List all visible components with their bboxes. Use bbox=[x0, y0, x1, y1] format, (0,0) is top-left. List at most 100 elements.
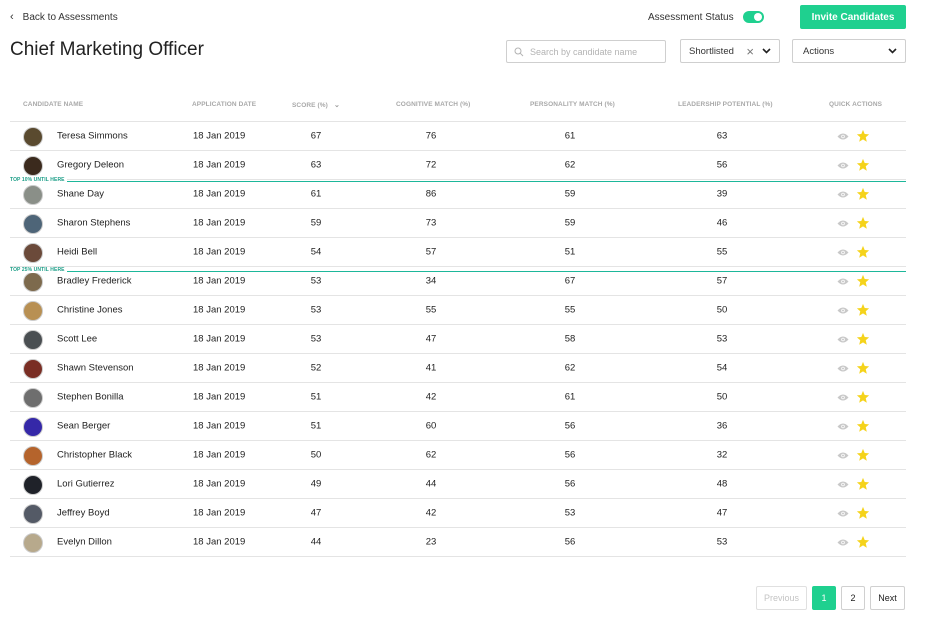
candidates-table: CANDIDATE NAME APPLICATION DATE SCORE (%… bbox=[10, 93, 906, 557]
eye-icon[interactable] bbox=[837, 364, 849, 373]
cognitive-match-value: 76 bbox=[425, 130, 437, 142]
table-row[interactable]: Sean Berger 18 Jan 2019 51 60 56 36 bbox=[10, 412, 906, 441]
actions-dropdown[interactable]: Actions bbox=[792, 39, 906, 63]
score-value: 53 bbox=[310, 275, 322, 287]
table-row[interactable]: Jeffrey Boyd 18 Jan 2019 47 42 53 47 bbox=[10, 499, 906, 528]
table-row[interactable]: Evelyn Dillon 18 Jan 2019 44 23 56 53 bbox=[10, 528, 906, 557]
eye-icon[interactable] bbox=[837, 538, 849, 547]
eye-icon[interactable] bbox=[837, 480, 849, 489]
score-value: 44 bbox=[310, 536, 322, 548]
eye-icon[interactable] bbox=[837, 132, 849, 141]
star-icon[interactable] bbox=[856, 506, 870, 520]
next-page-button[interactable]: Next bbox=[870, 586, 905, 610]
page-2-button[interactable]: 2 bbox=[841, 586, 865, 610]
star-icon[interactable] bbox=[856, 448, 870, 462]
table-row[interactable]: Scott Lee 18 Jan 2019 53 47 58 53 bbox=[10, 325, 906, 354]
page-1-button[interactable]: 1 bbox=[812, 586, 836, 610]
back-to-assessments-link[interactable]: ‹ Back to Assessments bbox=[10, 11, 118, 23]
invite-candidates-button[interactable]: Invite Candidates bbox=[800, 5, 906, 29]
personality-match-value: 62 bbox=[564, 159, 576, 171]
table-row[interactable]: Lori Gutierrez 18 Jan 2019 49 44 56 48 bbox=[10, 470, 906, 499]
leadership-potential-value: 46 bbox=[716, 217, 728, 229]
candidate-name[interactable]: Stephen Bonilla bbox=[57, 391, 124, 403]
search-input[interactable] bbox=[530, 46, 658, 57]
candidate-name[interactable]: Teresa Simmons bbox=[57, 130, 128, 142]
eye-icon[interactable] bbox=[837, 277, 849, 286]
candidate-name[interactable]: Jeffrey Boyd bbox=[57, 507, 110, 519]
column-header-date: APPLICATION DATE bbox=[192, 101, 257, 108]
score-value: 61 bbox=[310, 188, 322, 200]
table-row[interactable]: Shane Day 18 Jan 2019 61 86 59 39 bbox=[10, 180, 906, 209]
eye-icon[interactable] bbox=[837, 509, 849, 518]
candidate-name[interactable]: Christine Jones bbox=[57, 304, 123, 316]
table-row[interactable]: Sharon Stephens 18 Jan 2019 59 73 59 46 bbox=[10, 209, 906, 238]
candidate-name[interactable]: Bradley Frederick bbox=[57, 275, 132, 287]
star-icon[interactable] bbox=[856, 129, 870, 143]
table-row[interactable]: Teresa Simmons 18 Jan 2019 67 76 61 63 bbox=[10, 122, 906, 151]
score-value: 49 bbox=[310, 478, 322, 490]
application-date: 18 Jan 2019 bbox=[193, 536, 246, 548]
cognitive-match-value: 42 bbox=[425, 507, 437, 519]
star-icon[interactable] bbox=[856, 477, 870, 491]
table-row[interactable]: Christine Jones 18 Jan 2019 53 55 55 50 bbox=[10, 296, 906, 325]
tier-label: TOP 25% UNTIL HERE bbox=[10, 267, 67, 273]
score-value: 53 bbox=[310, 333, 322, 345]
personality-match-value: 59 bbox=[564, 217, 576, 229]
table-row[interactable]: Shawn Stevenson 18 Jan 2019 52 41 62 54 bbox=[10, 354, 906, 383]
candidate-search[interactable] bbox=[506, 40, 666, 63]
star-icon[interactable] bbox=[856, 535, 870, 549]
star-icon[interactable] bbox=[856, 216, 870, 230]
status-filter-select[interactable]: Shortlisted × bbox=[680, 39, 780, 63]
star-icon[interactable] bbox=[856, 303, 870, 317]
cognitive-match-value: 55 bbox=[425, 304, 437, 316]
eye-icon[interactable] bbox=[837, 219, 849, 228]
eye-icon[interactable] bbox=[837, 190, 849, 199]
avatar bbox=[23, 301, 43, 321]
eye-icon[interactable] bbox=[837, 161, 849, 170]
star-icon[interactable] bbox=[856, 390, 870, 404]
star-icon[interactable] bbox=[856, 274, 870, 288]
cognitive-match-value: 73 bbox=[425, 217, 437, 229]
candidate-name[interactable]: Heidi Bell bbox=[57, 246, 98, 258]
candidate-name[interactable]: Sean Berger bbox=[57, 420, 111, 432]
candidate-name[interactable]: Scott Lee bbox=[57, 333, 98, 345]
candidate-name[interactable]: Shane Day bbox=[57, 188, 105, 200]
candidate-name[interactable]: Lori Gutierrez bbox=[57, 478, 115, 490]
eye-icon[interactable] bbox=[837, 451, 849, 460]
assessment-status: Assessment Status bbox=[648, 11, 764, 23]
column-header-score[interactable]: SCORE (%) ⌄ bbox=[292, 101, 340, 109]
candidate-name[interactable]: Shawn Stevenson bbox=[57, 362, 134, 374]
star-icon[interactable] bbox=[856, 332, 870, 346]
search-icon bbox=[514, 47, 524, 56]
candidate-name[interactable]: Evelyn Dillon bbox=[57, 536, 112, 548]
star-icon[interactable] bbox=[856, 419, 870, 433]
candidate-name[interactable]: Gregory Deleon bbox=[57, 159, 125, 171]
star-icon[interactable] bbox=[856, 158, 870, 172]
table-row[interactable]: Stephen Bonilla 18 Jan 2019 51 42 61 50 bbox=[10, 383, 906, 412]
chevron-left-icon: ‹ bbox=[10, 11, 14, 23]
table-row[interactable]: Bradley Frederick 18 Jan 2019 53 34 67 57 bbox=[10, 267, 906, 296]
table-row[interactable]: Heidi Bell 18 Jan 2019 54 57 51 55 bbox=[10, 238, 906, 267]
star-icon[interactable] bbox=[856, 187, 870, 201]
candidate-name[interactable]: Sharon Stephens bbox=[57, 217, 131, 229]
star-icon[interactable] bbox=[856, 245, 870, 259]
star-icon[interactable] bbox=[856, 361, 870, 375]
avatar bbox=[23, 330, 43, 350]
eye-icon[interactable] bbox=[837, 422, 849, 431]
clear-icon[interactable]: × bbox=[746, 43, 754, 59]
personality-match-value: 55 bbox=[564, 304, 576, 316]
assessment-status-toggle[interactable] bbox=[742, 11, 764, 23]
eye-icon[interactable] bbox=[837, 306, 849, 315]
candidate-name[interactable]: Christopher Black bbox=[57, 449, 132, 461]
eye-icon[interactable] bbox=[837, 248, 849, 257]
table-row[interactable]: Gregory Deleon 18 Jan 2019 63 72 62 56 bbox=[10, 151, 906, 180]
score-value: 52 bbox=[310, 362, 322, 374]
score-value: 59 bbox=[310, 217, 322, 229]
avatar bbox=[23, 272, 43, 292]
previous-page-button[interactable]: Previous bbox=[756, 586, 807, 610]
table-row[interactable]: Christopher Black 18 Jan 2019 50 62 56 32 bbox=[10, 441, 906, 470]
eye-icon[interactable] bbox=[837, 335, 849, 344]
actions-label: Actions bbox=[803, 45, 835, 57]
eye-icon[interactable] bbox=[837, 393, 849, 402]
avatar bbox=[23, 446, 43, 466]
